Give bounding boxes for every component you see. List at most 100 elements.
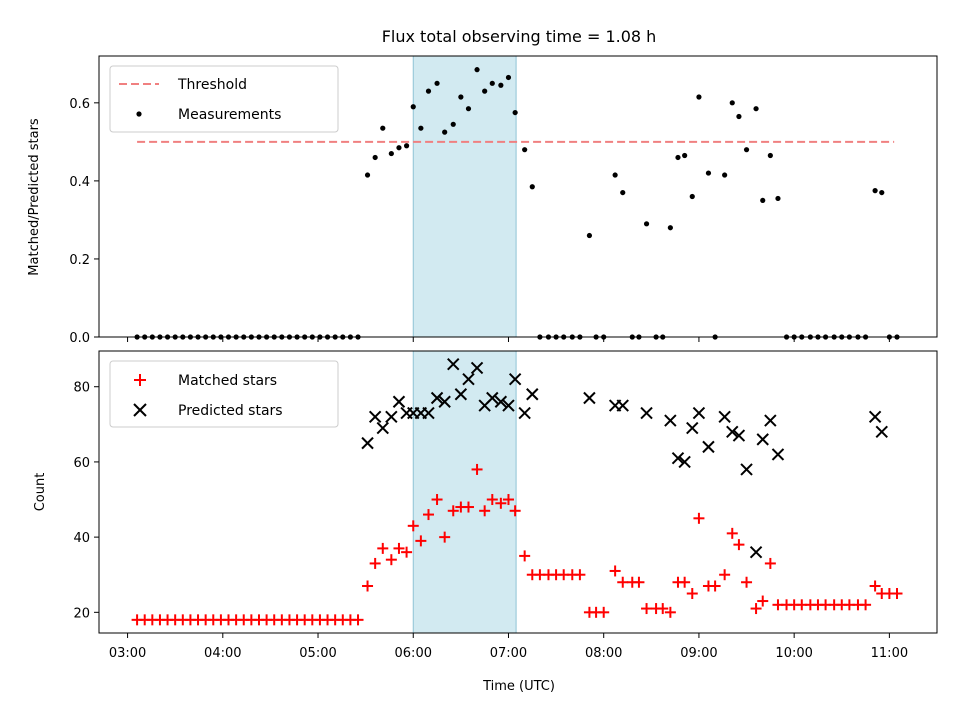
predicted-star-point xyxy=(494,395,508,408)
bottom-highlight-band xyxy=(412,350,517,634)
matched-star-point xyxy=(471,463,483,475)
matched-star-point xyxy=(407,520,419,532)
bottom-y-axis-label: Count xyxy=(33,473,48,512)
measurement-point xyxy=(512,109,518,116)
matched-star-point xyxy=(479,505,491,517)
predicted-star-point xyxy=(740,463,753,476)
predicted-star-point xyxy=(430,391,444,405)
measurement-point xyxy=(675,154,681,161)
matched-star-point xyxy=(891,588,903,600)
matched-star-point xyxy=(733,539,745,551)
measurement-point xyxy=(620,189,626,196)
legend-predicted-swatch xyxy=(133,403,147,417)
measurement-point xyxy=(505,74,512,81)
predicted-star-point xyxy=(392,395,406,408)
matched-star-point xyxy=(393,542,405,554)
x-tick-label: 10:00 xyxy=(775,646,812,661)
matched-star-point xyxy=(686,588,698,600)
legend-predicted-label: Predicted stars xyxy=(178,403,283,419)
predicted-star-point xyxy=(438,395,451,408)
matched-star-point xyxy=(519,550,531,562)
x-tick-label: 11:00 xyxy=(871,646,908,661)
x-tick-label: 09:00 xyxy=(680,646,717,661)
predicted-star-point xyxy=(640,406,653,420)
matched-star-point xyxy=(598,606,610,618)
measurement-point xyxy=(612,172,618,178)
matched-star-point xyxy=(709,580,721,592)
measurement-point xyxy=(498,82,504,88)
predicted-star-point xyxy=(664,414,677,427)
matched-star-point xyxy=(574,569,586,581)
measurement-point xyxy=(372,154,378,161)
matched-star-point xyxy=(641,603,653,615)
top-panel: 0.0 0.2 0.4 0.6 Matched/Predicted stars Thr… xyxy=(27,55,938,346)
predicted-star-point xyxy=(368,410,382,424)
measurement-point xyxy=(775,195,781,202)
measurement-point xyxy=(729,100,735,106)
top-y-tick-label: 0.2 xyxy=(69,253,90,268)
matched-star-point xyxy=(657,603,669,615)
bottom-x-ticks: 03:00 04:00 05:00 06:00 07:00 08:00 09:00 10:00… xyxy=(109,633,908,661)
measurement-point xyxy=(705,170,712,176)
chart-title: Flux total observing time = 1.08 h xyxy=(382,27,657,46)
top-legend: Threshold Measurements xyxy=(109,65,339,133)
matched-star-point xyxy=(664,606,676,618)
measurement-point xyxy=(482,88,488,94)
legend-matched-label: Matched stars xyxy=(178,373,277,389)
measurement-point xyxy=(425,88,432,94)
matched-star-point xyxy=(764,557,776,569)
matched-stars-points xyxy=(131,463,903,626)
predicted-star-point xyxy=(470,361,484,375)
measurement-point xyxy=(364,172,371,178)
predicted-star-point xyxy=(376,421,389,435)
top-highlight-band xyxy=(412,55,517,338)
matched-star-point xyxy=(401,546,413,558)
measurement-point xyxy=(667,225,673,231)
matched-star-point xyxy=(726,527,738,539)
measurement-point xyxy=(696,94,702,100)
matched-star-point xyxy=(693,512,705,524)
top-y-tick-label: 0.0 xyxy=(69,331,90,346)
measurement-point xyxy=(767,152,773,159)
matched-star-point xyxy=(719,569,731,581)
measurement-point xyxy=(682,152,688,159)
x-tick-label: 06:00 xyxy=(395,646,432,661)
measurement-point xyxy=(736,113,742,120)
measurement-point xyxy=(722,172,728,178)
measurement-point xyxy=(396,145,402,151)
legend-matched-swatch xyxy=(134,374,146,386)
matched-star-point xyxy=(509,505,521,517)
matched-star-point xyxy=(362,580,374,592)
predicted-star-point xyxy=(732,429,746,442)
x-tick-label: 07:00 xyxy=(490,646,527,661)
measurement-point xyxy=(450,121,456,127)
x-axis-label: Time (UTC) xyxy=(482,679,555,694)
predicted-star-point xyxy=(678,455,691,469)
measurement-point xyxy=(872,188,878,194)
predicted-star-point xyxy=(756,433,769,446)
predicted-star-point xyxy=(385,410,398,424)
top-y-tick-label: 0.4 xyxy=(69,175,90,190)
x-tick-label: 03:00 xyxy=(109,646,146,661)
measurement-point xyxy=(529,184,535,190)
matched-star-point xyxy=(352,614,364,626)
predicted-star-point xyxy=(702,440,715,454)
measurement-point xyxy=(388,150,394,157)
x-tick-label: 08:00 xyxy=(585,646,622,661)
measurement-point xyxy=(465,106,472,112)
matched-star-point xyxy=(495,497,507,509)
predicted-star-point xyxy=(486,391,499,405)
matched-star-point xyxy=(679,576,691,588)
predicted-star-point xyxy=(447,357,460,371)
matched-star-point xyxy=(462,501,474,513)
top-y-axis-label: Matched/Predicted stars xyxy=(27,118,42,276)
predicted-star-point xyxy=(454,388,468,401)
bottom-axes-frame xyxy=(98,350,938,634)
measurement-point xyxy=(586,232,593,239)
matched-star-point xyxy=(869,580,881,592)
predicted-star-point xyxy=(771,448,785,461)
measurement-point xyxy=(474,67,480,73)
legend-measurement-label: Measurements xyxy=(178,107,281,123)
measurement-point xyxy=(743,147,750,153)
